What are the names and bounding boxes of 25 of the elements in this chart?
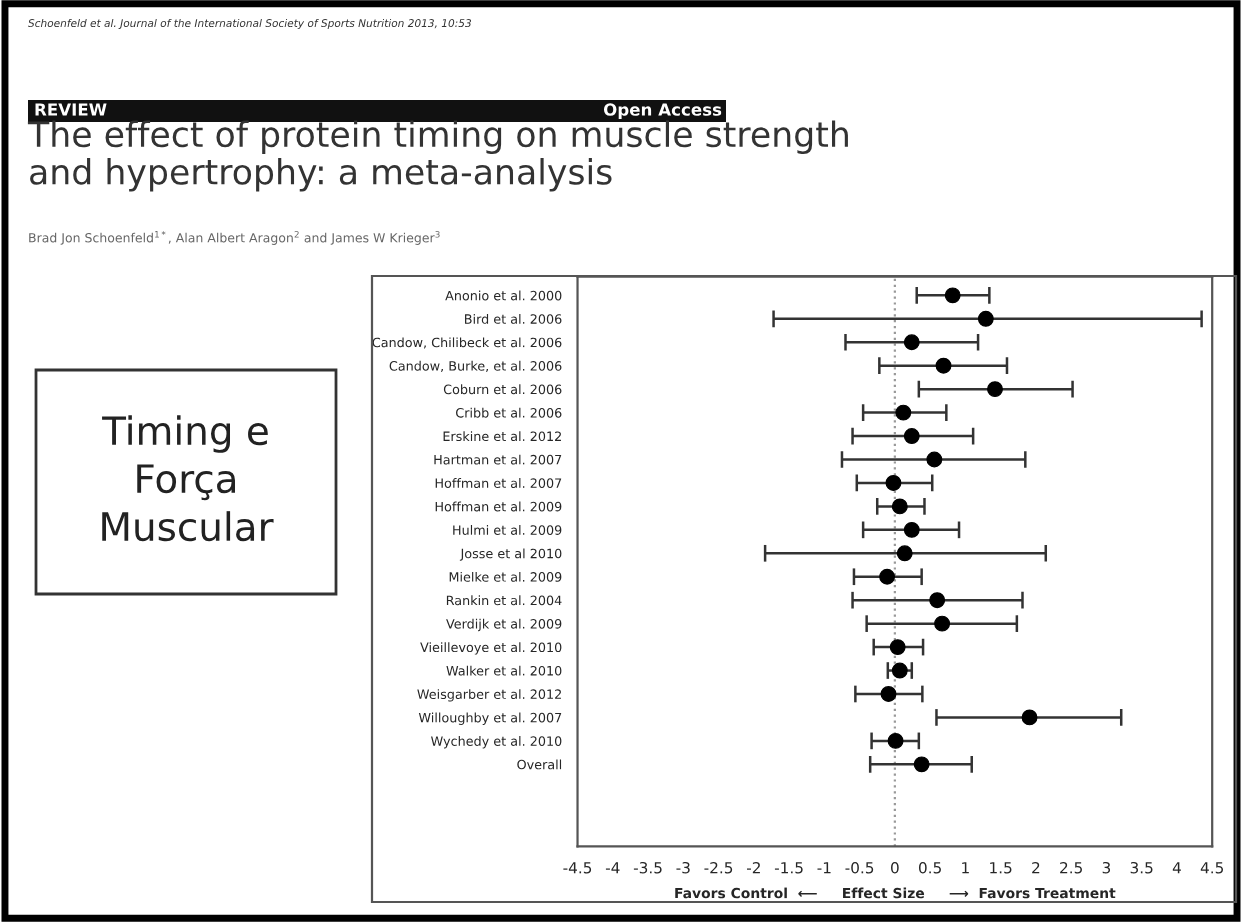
point (944, 287, 961, 304)
text: REVIEW (35, 103, 107, 116)
point (926, 451, 943, 468)
point (896, 545, 913, 562)
point (889, 639, 906, 656)
point (929, 592, 946, 609)
point (903, 521, 920, 538)
point (935, 357, 952, 374)
point (977, 310, 994, 327)
point (891, 662, 908, 679)
point (903, 334, 920, 351)
point (891, 498, 908, 515)
text: Open Access (603, 103, 722, 120)
chart-title: The effect of protein timing on muscle strength and hypertrophy: a meta-analysis (27, 120, 848, 192)
point (903, 428, 920, 444)
text: Timing e Força Muscular (102, 415, 274, 542)
point (913, 756, 930, 773)
point (885, 475, 902, 491)
point (880, 686, 897, 702)
point (987, 381, 1003, 398)
point (934, 615, 951, 632)
point (879, 568, 896, 585)
point (895, 404, 912, 421)
point (1021, 709, 1038, 726)
point (887, 732, 904, 749)
